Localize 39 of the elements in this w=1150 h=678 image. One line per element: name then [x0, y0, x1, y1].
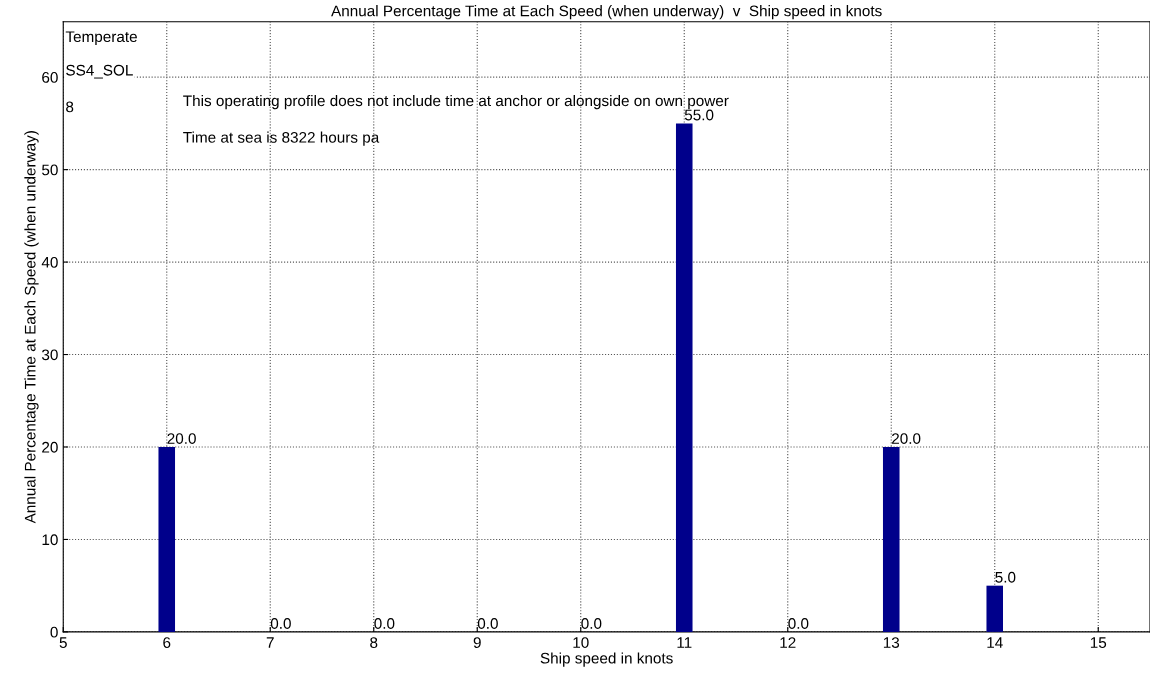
- text: 0.0: [788, 618, 809, 629]
- annotation: This operating profile does not include time at anchor or alongside on own power: [183, 94, 729, 110]
- chart-title: Annual Percentage Time at Each Speed (when underway) v Ship speed in knots: [331, 5, 882, 20]
- text: 55.0: [684, 109, 714, 121]
- x-tick-label: 11: [677, 637, 692, 648]
- x-axis-title: Ship speed in knots: [540, 652, 673, 667]
- x-tick-label: 12: [780, 637, 796, 648]
- y-tick-label: 60: [42, 72, 58, 83]
- text: 5.0: [995, 571, 1016, 583]
- y-axis-title: Annual Percentage Time at Each Speed (when underway): [24, 131, 39, 524]
- annotation: Temperate: [65, 31, 137, 46]
- annotation: SS4_SOL: [66, 64, 133, 79]
- x-tick-label: 8: [370, 637, 378, 648]
- x-tick-label: 13: [883, 637, 900, 648]
- text: 20.0: [167, 433, 196, 444]
- text: 0.0: [581, 618, 602, 629]
- bar: [675, 123, 693, 632]
- y-tick-label: 20: [42, 441, 58, 453]
- y-tick-label: 10: [42, 534, 58, 546]
- bar: [882, 446, 900, 632]
- bar: [986, 585, 1004, 632]
- text: 20.0: [892, 433, 921, 444]
- x-tick-label: 14: [987, 637, 1003, 648]
- annotation: Time at sea is 8322 hours pa: [183, 131, 380, 146]
- y-tick-label: 30: [41, 349, 58, 361]
- y-tick-label: 0: [50, 626, 58, 638]
- y-tick-label: 50: [42, 164, 58, 176]
- x-tick-label: 9: [473, 637, 481, 648]
- bar: [158, 446, 176, 632]
- annotation: 8: [66, 101, 74, 113]
- x-tick-label: 5: [59, 637, 67, 648]
- x-tick-label: 10: [573, 637, 589, 648]
- text: 0.0: [374, 618, 395, 629]
- text: 0.0: [270, 618, 291, 629]
- x-tick-label: 15: [1090, 637, 1107, 648]
- text: 0.0: [477, 618, 498, 629]
- x-tick-label: 6: [163, 637, 171, 648]
- x-tick-label: 7: [266, 637, 274, 648]
- y-tick-label: 40: [41, 256, 58, 268]
